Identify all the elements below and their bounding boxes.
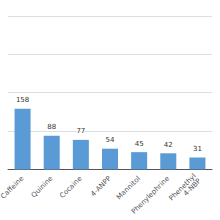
svg-text:158: 158: [16, 96, 29, 104]
svg-text:Quinine: Quinine: [30, 175, 55, 200]
svg-text:77: 77: [76, 127, 85, 135]
svg-text:4-ANPP: 4-ANPP: [89, 175, 113, 199]
svg-text:Phenethyl: Phenethyl: [167, 172, 198, 203]
svg-text:42: 42: [164, 141, 173, 149]
svg-text:Phenylephrine: Phenylephrine: [130, 175, 171, 216]
svg-text:31: 31: [193, 145, 202, 153]
svg-text:4-NBP: 4-NBP: [182, 177, 203, 198]
svg-text:Cocaine: Cocaine: [58, 175, 83, 200]
svg-text:88: 88: [47, 123, 56, 131]
svg-text:Mannitol: Mannitol: [115, 175, 142, 202]
svg-text:54: 54: [106, 136, 115, 144]
svg-text:Caffeine: Caffeine: [0, 175, 25, 201]
svg-text:45: 45: [135, 140, 144, 148]
